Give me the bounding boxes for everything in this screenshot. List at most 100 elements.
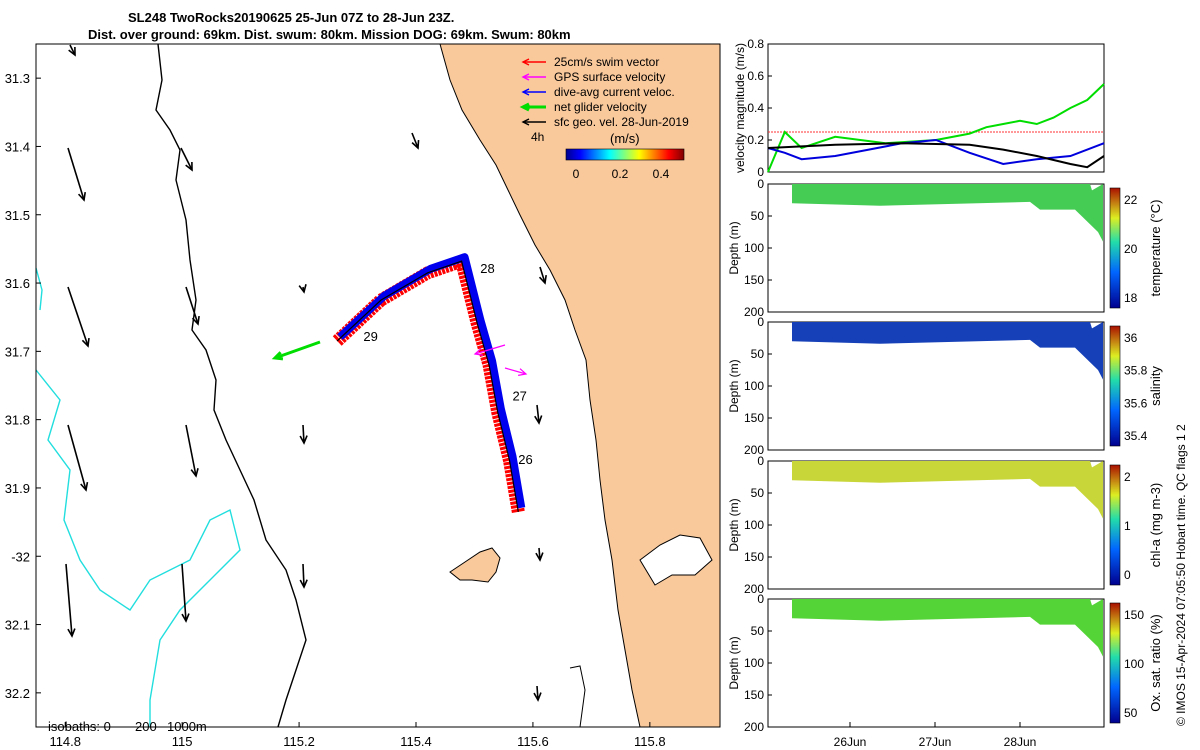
isobath-200m <box>155 43 307 728</box>
isobath-label: 1000m <box>167 719 207 734</box>
depth-y-tick-label: 100 <box>744 241 764 255</box>
geo-velocity-arrow-shaft <box>538 547 541 561</box>
geo-velocity-arrow <box>68 44 76 57</box>
geo-velocity-arrow-shaft <box>411 132 419 149</box>
geo-velocity-arrow-shaft <box>69 44 76 56</box>
geo-velocity-arrow <box>535 547 544 562</box>
time-axis: 26Jun 27Jun 28Jun <box>834 722 1036 749</box>
depth-colorbar-tick-label: 18 <box>1124 291 1138 305</box>
gps-velocity-arrow-shaft <box>474 344 506 355</box>
map-x-tick-label: 115 <box>172 734 193 749</box>
gps-velocity-arrow-2 <box>504 367 528 376</box>
isobath-label: isobaths: 0 <box>48 719 111 734</box>
geo-velocity-arrow-head <box>533 692 542 702</box>
title-line-1: SL248 TwoRocks20190625 25-Jun 07Z to 28-… <box>128 10 455 25</box>
legend-label: sfc geo. vel. 28-Jun-2019 <box>554 115 689 129</box>
depth-colorbar-tick-label: 20 <box>1124 242 1138 256</box>
gps-velocity-arrow-head <box>473 348 483 356</box>
geo-velocity-arrow-shaft <box>185 424 197 477</box>
legend-swatch-head <box>519 102 530 112</box>
day-label: 27 <box>512 389 526 404</box>
net-glider-velocity-arrow-head <box>271 351 284 361</box>
geo-velocity-arrow-head <box>181 613 190 623</box>
depth-colorbar-tick-label: 35.8 <box>1124 364 1148 378</box>
gps-velocity-arrow-2-shaft <box>504 367 527 375</box>
geo-velocity-arrow-shaft <box>536 404 540 424</box>
depth-data-band <box>792 461 1103 519</box>
day-label: 26 <box>518 452 532 467</box>
geo-velocity-arrow-head <box>68 46 76 57</box>
depth-y-tick-label: 0 <box>757 315 764 329</box>
depth-y-tick-label: 50 <box>751 486 765 500</box>
map-y-tick-label: 31.6 <box>5 276 30 291</box>
geo-velocity-arrow <box>67 286 90 348</box>
geo-velocity-arrow <box>67 147 86 202</box>
geo-velocity-arrow-shaft <box>302 424 305 444</box>
velocity-series-line <box>767 138 1105 166</box>
colorbar-tick-label: 0 <box>573 167 580 181</box>
geo-velocity-arrow <box>534 404 543 425</box>
velocity-frame <box>767 43 1105 173</box>
depth-y-tick-label: 50 <box>751 209 765 223</box>
map-y-tick-label: 31.9 <box>5 481 30 496</box>
map-y-tick-label: 31.7 <box>5 344 30 359</box>
geo-velocity-arrow <box>185 286 200 326</box>
depth-y-tick-label: 0 <box>757 592 764 606</box>
depth-y-tick-label: 200 <box>744 443 764 457</box>
geo-velocity-arrow-head <box>67 628 76 638</box>
depth-ylabel: Depth (m) <box>727 498 741 551</box>
depth-y-tick-label: 150 <box>744 688 764 702</box>
geo-velocity-arrow <box>185 424 199 478</box>
island <box>449 547 501 583</box>
velocity-series-line <box>767 142 1105 169</box>
map-x-tick-label: 114.8 <box>49 734 81 749</box>
depth-y-tick-label: 0 <box>757 454 764 468</box>
depth-data-band <box>792 184 1103 242</box>
depth-colorbar-tick-label: 35.4 <box>1124 429 1148 443</box>
geo-velocity-arrow-head <box>299 435 308 445</box>
legend-label: 25cm/s swim vector <box>554 55 659 69</box>
depth-data-band <box>792 322 1103 380</box>
map-y-tick-label: 31.3 <box>5 71 30 86</box>
geo-velocity-arrow <box>538 266 547 285</box>
geo-velocity-arrow-shaft <box>67 424 87 491</box>
map-x-tick-label: 115.6 <box>517 734 549 749</box>
isobath-label: 200 <box>135 719 157 734</box>
colorbar-units: (m/s) <box>610 131 640 146</box>
glider-track <box>336 260 519 512</box>
depth-colorbar <box>1109 602 1121 724</box>
geo-velocity-arrow-shaft <box>65 563 73 637</box>
legend-swatch-head <box>521 118 530 126</box>
depth-colorbar <box>1109 325 1121 447</box>
depth-ylabel: Depth (m) <box>727 221 741 274</box>
map-plot: 114.8 115 115.2 115.4 115.6 115.8 31.3 31.4 31.5… <box>5 43 721 749</box>
velocity-series-line <box>767 83 1105 173</box>
geo-velocity-arrow-shaft <box>302 563 305 588</box>
geo-velocity-arrow <box>299 563 308 589</box>
depth-y-tick-label: 100 <box>744 656 764 670</box>
legend-label: dive-avg current veloc. <box>554 85 675 99</box>
geo-velocity-arrow-head <box>298 284 307 294</box>
geo-velocity-arrow-shaft <box>536 685 539 701</box>
depth-colorbar-tick-label: 22 <box>1124 193 1138 207</box>
depth-y-tick-label: 150 <box>744 273 764 287</box>
geo-velocity-arrow-shaft <box>180 147 193 171</box>
depth-colorbar-tick-label: 2 <box>1124 470 1131 484</box>
credit-text: © IMOS 15-Apr-2024 07:05:50 Hobart time.… <box>1174 424 1188 726</box>
depth-colorbar-label: temperature (°C) <box>1148 200 1163 297</box>
map-y-tick-label: 32.1 <box>5 618 30 633</box>
depth-y-tick-label: 200 <box>744 305 764 319</box>
map-x-tick-label: 115.4 <box>400 734 432 749</box>
map-x-tick-label: 115.8 <box>634 734 666 749</box>
gps-velocity-arrow-2-head <box>518 368 528 376</box>
depth-colorbar-label: salinity <box>1148 366 1163 406</box>
geo-velocity-arrow-head <box>80 481 89 492</box>
geo-velocity-arrow-head <box>191 315 200 326</box>
depth-y-tick-label: 200 <box>744 720 764 734</box>
geo-velocity-arrow-head <box>185 161 193 172</box>
depth-y-tick-label: 50 <box>751 624 765 638</box>
depth-y-tick-label: 100 <box>744 518 764 532</box>
